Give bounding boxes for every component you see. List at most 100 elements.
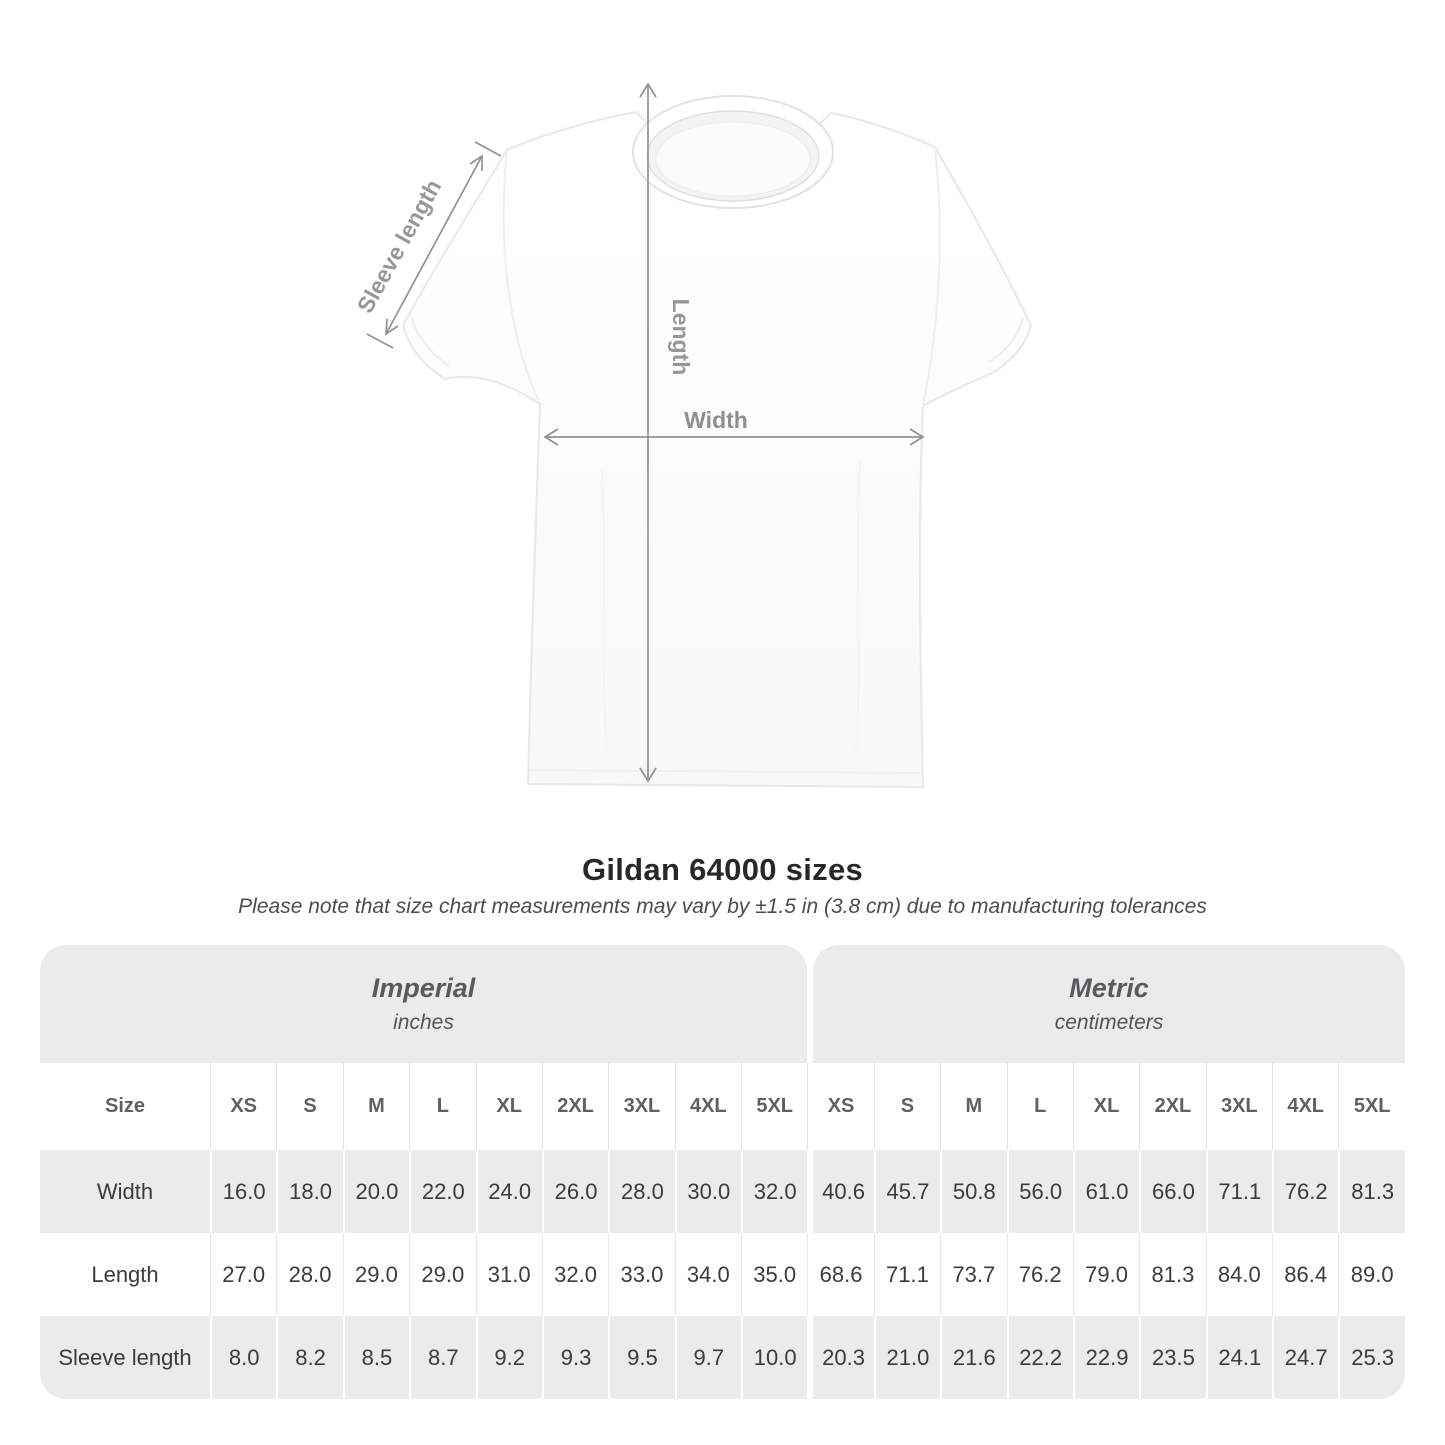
size-table: Imperial inches Metric centimeters Size … [40,945,1405,1399]
imperial-section-title: Imperial [371,973,476,1003]
size-header-imperial: 5XL [741,1063,808,1150]
width-metric-cell: 81.3 [1338,1150,1405,1233]
length-imperial-cell: 27.0 [210,1233,277,1316]
width-imperial-cell: 18.0 [276,1150,343,1233]
width-row: Width 16.0 18.0 20.0 22.0 24.0 26.0 28.0… [40,1150,1405,1233]
sleeve-imperial-cell: 9.5 [608,1316,675,1399]
sleeve-metric-cell: 24.1 [1205,1316,1272,1399]
width-metric-cell: 45.7 [873,1150,941,1233]
tshirt-silhouette [402,95,1032,788]
length-imperial-cell: 28.0 [276,1233,343,1316]
width-arrow [543,428,925,446]
length-imperial-cell: 34.0 [674,1233,741,1316]
sleeve-metric-cell: 22.2 [1006,1316,1073,1399]
length-metric-cell: 84.0 [1205,1233,1272,1316]
size-header-row: Size XS S M L XL 2XL 3XL 4XL 5XL XS S M … [40,1063,1405,1150]
row-label: Sleeve length [40,1316,210,1399]
width-imperial-cell: 32.0 [741,1150,808,1233]
length-metric-cell: 81.3 [1139,1233,1206,1316]
width-imperial-cell: 16.0 [210,1150,277,1233]
sleeve-metric-cell: 23.5 [1139,1316,1206,1399]
length-metric-cell: 89.0 [1338,1233,1405,1316]
sleeve-metric-cell: 25.3 [1338,1316,1405,1399]
size-header-imperial: M [342,1063,410,1150]
sleeve-imperial-cell: 8.0 [210,1316,277,1399]
width-imperial-cell: 24.0 [475,1150,542,1233]
size-header-imperial: 3XL [608,1063,675,1150]
length-metric-cell: 73.7 [940,1233,1007,1316]
imperial-section-header: Imperial inches [40,945,807,1063]
width-imperial-cell: 26.0 [541,1150,609,1233]
row-label: Length [40,1233,210,1316]
size-header-metric: S [873,1063,941,1150]
length-imperial-cell: 29.0 [342,1233,410,1316]
sleeve-imperial-cell: 9.2 [475,1316,542,1399]
sleeve-length-arrow [366,141,502,349]
size-header-imperial: 4XL [674,1063,741,1150]
size-column-header: Size [40,1063,210,1150]
sleeve-imperial-cell: 9.7 [674,1316,741,1399]
size-header-metric: 5XL [1338,1063,1405,1150]
width-metric-cell: 61.0 [1072,1150,1140,1233]
width-imperial-cell: 30.0 [674,1150,741,1233]
unit-header-band: Imperial inches Metric centimeters [40,945,1405,1063]
size-header-imperial: S [276,1063,343,1150]
sleeve-imperial-cell: 8.5 [342,1316,410,1399]
length-imperial-cell: 32.0 [541,1233,609,1316]
measurement-arrows [366,82,925,783]
sleeve-imperial-cell: 8.7 [409,1316,476,1399]
sleeve-length-row: Sleeve length 8.0 8.2 8.5 8.7 9.2 9.3 9.… [40,1316,1405,1399]
width-imperial-cell: 28.0 [608,1150,675,1233]
metric-section-title: Metric [1069,973,1149,1003]
length-metric-cell: 79.0 [1072,1233,1140,1316]
width-metric-cell: 56.0 [1006,1150,1073,1233]
length-metric-cell: 71.1 [873,1233,941,1316]
length-arrow [639,82,657,783]
width-metric-cell: 40.6 [807,1150,874,1233]
size-header-metric: XS [807,1063,874,1150]
page-title: Gildan 64000 sizes [581,852,864,887]
length-imperial-cell: 31.0 [475,1233,542,1316]
size-header-metric: 4XL [1272,1063,1339,1150]
length-metric-cell: 86.4 [1272,1233,1339,1316]
tshirt-graphic: Sleeve length Length Width [352,82,1032,788]
width-imperial-cell: 20.0 [342,1150,410,1233]
length-metric-cell: 68.6 [807,1233,874,1316]
collar [632,95,834,209]
length-diagram-label: Length [668,299,694,376]
size-header-imperial: XS [210,1063,277,1150]
length-metric-cell: 76.2 [1006,1233,1073,1316]
size-header-imperial: 2XL [541,1063,609,1150]
width-metric-cell: 76.2 [1272,1150,1339,1233]
sleeve-imperial-cell: 8.2 [276,1316,343,1399]
width-metric-cell: 66.0 [1139,1150,1206,1233]
sleeve-imperial-cell: 10.0 [741,1316,808,1399]
sleeve-metric-cell: 21.6 [940,1316,1007,1399]
size-header-metric: 3XL [1205,1063,1272,1150]
size-header-metric: M [940,1063,1007,1150]
width-diagram-label: Width [684,407,748,433]
imperial-section-unit: inches [393,1011,454,1034]
size-header-metric: XL [1072,1063,1140,1150]
width-metric-cell: 50.8 [940,1150,1007,1233]
length-imperial-cell: 33.0 [608,1233,675,1316]
tolerance-note: Please note that size chart measurements… [238,895,1207,918]
length-imperial-cell: 29.0 [409,1233,476,1316]
row-label: Width [40,1150,210,1233]
sleeve-metric-cell: 24.7 [1272,1316,1339,1399]
width-metric-cell: 71.1 [1205,1150,1272,1233]
sleeve-metric-cell: 20.3 [807,1316,874,1399]
sleeve-metric-cell: 22.9 [1072,1316,1140,1399]
tshirt-measurement-diagram: Sleeve length Length Width [352,82,1032,788]
length-imperial-cell: 35.0 [741,1233,808,1316]
sleeve-metric-cell: 21.0 [873,1316,941,1399]
size-measurements-table: Size XS S M L XL 2XL 3XL 4XL 5XL XS S M … [40,1063,1405,1399]
metric-section-unit: centimeters [1054,1011,1164,1034]
length-row: Length 27.0 28.0 29.0 29.0 31.0 32.0 33.… [40,1233,1405,1316]
size-header-imperial: L [409,1063,476,1150]
size-header-metric: L [1006,1063,1073,1150]
sleeve-imperial-cell: 9.3 [541,1316,609,1399]
width-imperial-cell: 22.0 [409,1150,476,1233]
size-header-metric: 2XL [1139,1063,1206,1150]
size-header-imperial: XL [475,1063,542,1150]
